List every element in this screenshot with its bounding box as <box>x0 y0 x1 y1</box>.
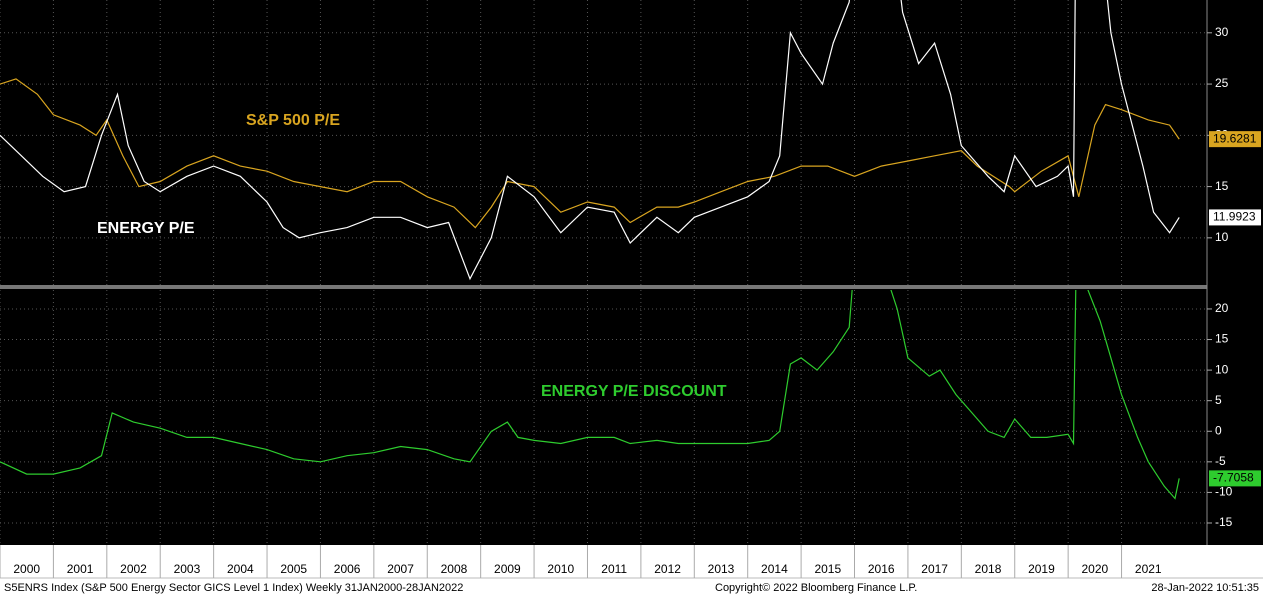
y-tick-label: 5 <box>1215 393 1222 407</box>
footer-center: Copyright© 2022 Bloomberg Finance L.P. <box>715 582 917 594</box>
last-value-label: 11.9923 <box>1213 210 1256 224</box>
last-value-box <box>1209 470 1261 487</box>
y-tick-label: 10 <box>1215 362 1229 376</box>
last-value-box <box>1209 131 1261 148</box>
y-tick-label: 15 <box>1215 332 1229 346</box>
plot-area <box>0 290 1180 500</box>
y-tick-label: 20 <box>1215 301 1229 315</box>
y-tick-label: -15 <box>1215 515 1233 529</box>
x-tick-label: 2014 <box>761 562 788 576</box>
last-value-label: -7.7058 <box>1213 471 1254 485</box>
plot-area <box>0 0 1180 281</box>
series-label: ENERGY P/E DISCOUNT <box>541 383 727 400</box>
x-tick-label: 2015 <box>814 562 841 576</box>
series-label: ENERGY P/E <box>97 220 195 237</box>
footer-band <box>0 578 1263 596</box>
x-tick-label: 2016 <box>868 562 895 576</box>
x-tick-label: 2007 <box>387 562 414 576</box>
x-tick-label: 2009 <box>494 562 521 576</box>
x-tick-label: 2013 <box>708 562 735 576</box>
x-tick-label: 2001 <box>67 562 94 576</box>
y-tick-label: 0 <box>1215 423 1222 437</box>
x-tick-label: 2005 <box>280 562 307 576</box>
series-line <box>0 78 1180 229</box>
x-axis-band <box>0 545 1263 578</box>
x-tick-label: 2004 <box>227 562 254 576</box>
x-tick-label: 2021 <box>1135 562 1162 576</box>
y-tick-label: 30 <box>1215 25 1229 39</box>
x-tick-label: 2017 <box>921 562 948 576</box>
y-tick-label: 10 <box>1215 230 1229 244</box>
series-line <box>0 290 1180 500</box>
x-tick-label: 2012 <box>654 562 681 576</box>
series-label: S&P 500 P/E <box>246 112 340 129</box>
series-line <box>0 0 1180 281</box>
y-tick-label: 15 <box>1215 179 1229 193</box>
footer-right: 28-Jan-2022 10:51:35 <box>1151 582 1259 594</box>
y-tick-label: -10 <box>1215 485 1233 499</box>
x-tick-label: 2000 <box>13 562 40 576</box>
x-tick-label: 2018 <box>975 562 1002 576</box>
footer-left: S5ENRS Index (S&P 500 Energy Sector GICS… <box>4 582 463 594</box>
x-tick-label: 2011 <box>601 562 627 576</box>
x-tick-label: 2020 <box>1081 562 1108 576</box>
x-tick-label: 2008 <box>441 562 468 576</box>
x-tick-label: 2010 <box>547 562 574 576</box>
x-tick-label: 2002 <box>120 562 147 576</box>
last-value-box <box>1209 209 1261 226</box>
y-tick-label: 25 <box>1215 76 1229 90</box>
panel-divider <box>0 285 1207 289</box>
last-value-label: 19.6281 <box>1213 131 1257 145</box>
x-tick-label: 2019 <box>1028 562 1055 576</box>
x-tick-label: 2003 <box>174 562 201 576</box>
y-tick-label: -5 <box>1215 454 1226 468</box>
x-tick-label: 2006 <box>334 562 361 576</box>
